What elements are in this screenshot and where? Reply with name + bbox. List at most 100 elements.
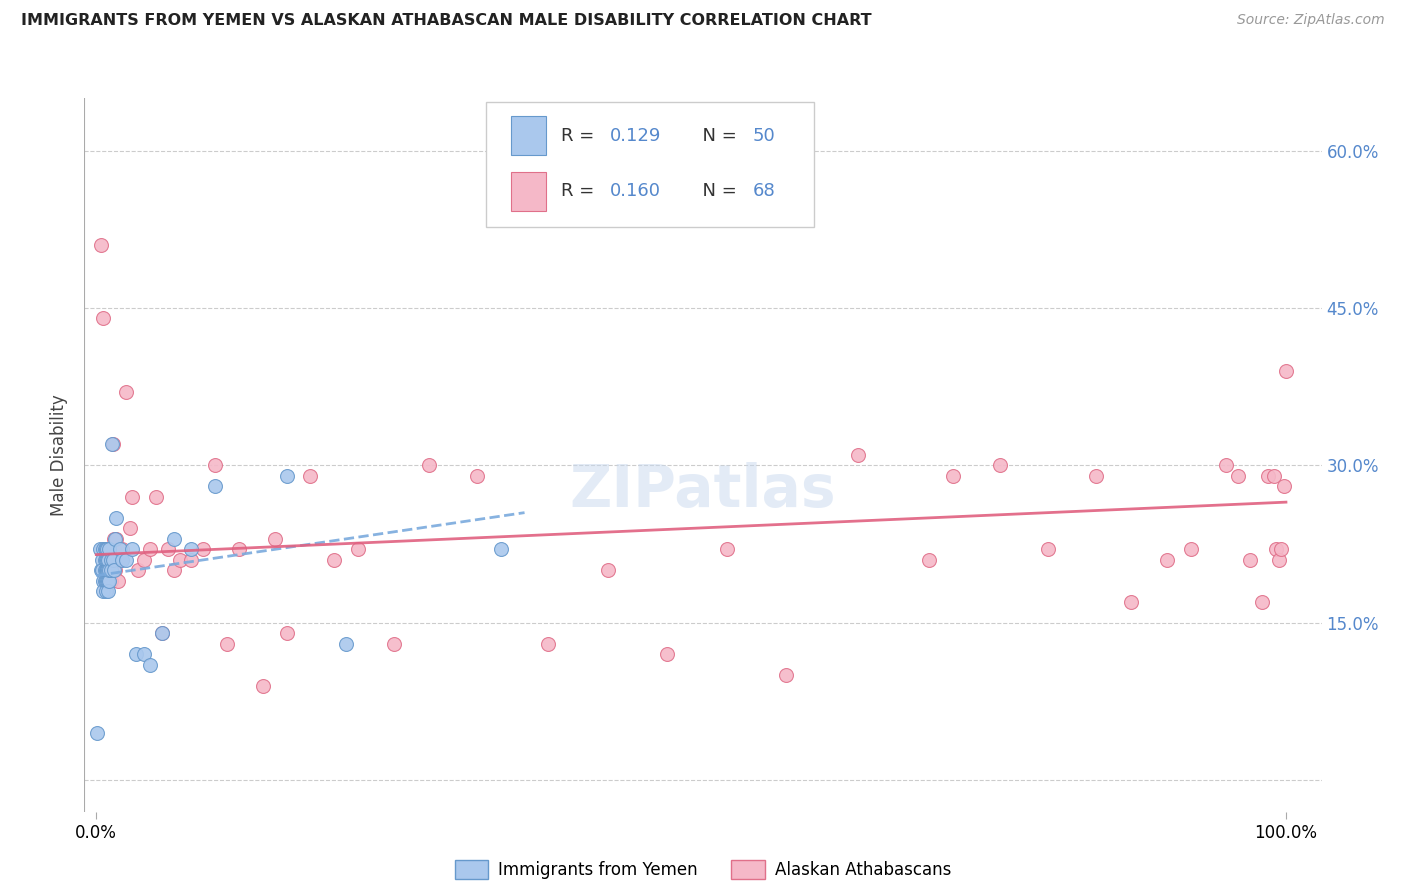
Point: [90, 563, 112, 577]
Point: [918, 553, 941, 567]
Point: [263, 532, 285, 546]
Point: [716, 542, 738, 557]
Point: [127, 563, 149, 577]
FancyBboxPatch shape: [512, 171, 546, 211]
Point: [1263, 469, 1285, 483]
Point: [121, 490, 143, 504]
Point: [465, 469, 488, 483]
Point: [150, 626, 173, 640]
Point: [97, 542, 120, 557]
Point: [93, 553, 115, 567]
Point: [537, 637, 560, 651]
Point: [1215, 458, 1237, 473]
Point: [101, 553, 124, 567]
Point: [1239, 553, 1261, 567]
Point: [139, 542, 162, 557]
Point: [156, 542, 179, 557]
Text: 0.160: 0.160: [610, 182, 661, 200]
Point: [124, 648, 146, 662]
Point: [90, 238, 112, 252]
Point: [96, 542, 118, 557]
Point: [94, 553, 117, 567]
Point: [145, 490, 167, 504]
Point: [93, 584, 115, 599]
Point: [91, 553, 114, 567]
Legend: Immigrants from Yemen, Alaskan Athabascans: Immigrants from Yemen, Alaskan Athabasca…: [449, 853, 957, 886]
Point: [1257, 469, 1279, 483]
Point: [98, 542, 121, 557]
Point: [942, 469, 965, 483]
Point: [100, 553, 122, 567]
Point: [115, 553, 138, 567]
Point: [103, 542, 125, 557]
Point: [96, 574, 118, 588]
Point: [115, 384, 138, 399]
Point: [193, 542, 215, 557]
Text: N =: N =: [690, 182, 742, 200]
Point: [217, 637, 239, 651]
Point: [97, 584, 120, 599]
Point: [1265, 542, 1288, 557]
Point: [98, 563, 121, 577]
Point: [169, 553, 191, 567]
Point: [107, 574, 129, 588]
Point: [89, 542, 111, 557]
Point: [323, 553, 346, 567]
Point: [139, 657, 162, 672]
Point: [111, 553, 134, 567]
Point: [180, 553, 202, 567]
Point: [1121, 595, 1143, 609]
Point: [103, 563, 125, 577]
Point: [150, 626, 173, 640]
Point: [104, 532, 127, 546]
Point: [100, 563, 122, 577]
Point: [93, 542, 115, 557]
FancyBboxPatch shape: [486, 102, 814, 227]
Point: [1084, 469, 1107, 483]
Point: [93, 542, 115, 557]
Point: [335, 637, 357, 651]
Point: [1156, 553, 1178, 567]
Point: [93, 563, 115, 577]
Point: [228, 542, 250, 557]
Point: [93, 574, 115, 588]
Point: [299, 469, 322, 483]
Text: IMMIGRANTS FROM YEMEN VS ALASKAN ATHABASCAN MALE DISABILITY CORRELATION CHART: IMMIGRANTS FROM YEMEN VS ALASKAN ATHABAS…: [21, 13, 872, 29]
Point: [96, 553, 118, 567]
Text: ZIPatlas: ZIPatlas: [569, 462, 837, 519]
Point: [105, 511, 128, 525]
Point: [382, 637, 405, 651]
Text: R =: R =: [561, 182, 600, 200]
Point: [96, 574, 118, 588]
FancyBboxPatch shape: [512, 116, 546, 155]
Point: [162, 563, 184, 577]
Point: [990, 458, 1012, 473]
Y-axis label: Male Disability: Male Disability: [51, 394, 69, 516]
Point: [596, 563, 619, 577]
Point: [94, 563, 117, 577]
Point: [101, 437, 124, 451]
Point: [252, 679, 274, 693]
Point: [93, 311, 115, 326]
Point: [97, 563, 120, 577]
Point: [111, 542, 134, 557]
Point: [96, 563, 118, 577]
Point: [108, 553, 131, 567]
Point: [418, 458, 440, 473]
Point: [132, 553, 155, 567]
Point: [1272, 479, 1295, 493]
Point: [1180, 542, 1202, 557]
Point: [100, 437, 122, 451]
Point: [347, 542, 370, 557]
Point: [97, 553, 120, 567]
Point: [180, 542, 202, 557]
Point: [91, 563, 114, 577]
Point: [204, 458, 226, 473]
Point: [94, 574, 117, 588]
Point: [1268, 553, 1291, 567]
Point: [108, 542, 131, 557]
Point: [204, 479, 226, 493]
Point: [98, 574, 121, 588]
Point: [105, 532, 128, 546]
Point: [104, 563, 127, 577]
